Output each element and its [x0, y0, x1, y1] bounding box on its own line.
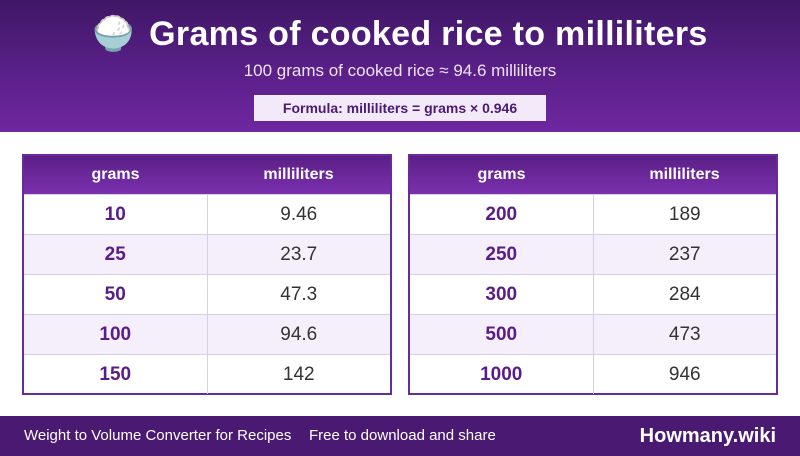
table-row: 10 9.46: [24, 194, 390, 234]
formula-badge: Formula: milliliters = grams × 0.946: [254, 95, 546, 121]
footer-description: Weight to Volume Converter for Recipes: [24, 427, 292, 444]
grams-cell: 500: [410, 315, 594, 354]
table-row: 50 47.3: [24, 274, 390, 314]
rice-bowl-icon: 🍚: [92, 15, 135, 53]
table-row: 100 94.6: [24, 314, 390, 354]
table-row: 200 189: [410, 194, 776, 234]
milliliters-cell: 142: [282, 364, 315, 385]
milliliters-cell: 189: [668, 204, 701, 225]
page-title: Grams of cooked rice to milliliters: [149, 15, 708, 53]
title-row: 🍚 Grams of cooked rice to milliliters: [0, 12, 800, 56]
grams-cell: 50: [24, 275, 208, 314]
milliliters-cell: 473: [668, 324, 701, 345]
table-row: 500 473: [410, 314, 776, 354]
table-row: 300 284: [410, 274, 776, 314]
table-row: 1000 946: [410, 354, 776, 394]
grams-cell: 25: [24, 235, 208, 274]
grams-cell: 200: [410, 195, 594, 234]
conversion-table-left: grams milliliters 10 9.46 25 23.7 50 47.…: [22, 154, 392, 395]
grams-cell: 1000: [410, 355, 594, 394]
column-header-grams: grams: [91, 166, 140, 183]
conversion-table-right: grams milliliters 200 189 250 237 300 28…: [408, 154, 778, 395]
table-row: 150 142: [24, 354, 390, 394]
column-header-milliliters: milliliters: [649, 166, 720, 183]
header-banner: 🍚 Grams of cooked rice to milliliters 10…: [0, 0, 800, 132]
grams-cell: 250: [410, 235, 594, 274]
page-subtitle: 100 grams of cooked rice ≈ 94.6 millilit…: [243, 61, 557, 80]
grams-cell: 10: [24, 195, 208, 234]
milliliters-cell: 284: [668, 284, 701, 305]
table-header: grams milliliters: [410, 156, 776, 194]
table-row: 25 23.7: [24, 234, 390, 274]
brand-logo-text[interactable]: Howmany.wiki: [639, 425, 776, 447]
milliliters-cell: 47.3: [280, 284, 318, 305]
column-header-grams: grams: [477, 166, 526, 183]
footer-share-note: Free to download and share: [309, 427, 496, 444]
milliliters-cell: 9.46: [280, 204, 318, 225]
milliliters-cell: 237: [668, 244, 701, 265]
milliliters-cell: 23.7: [280, 244, 318, 265]
grams-cell: 150: [24, 355, 208, 394]
table-header: grams milliliters: [24, 156, 390, 194]
column-header-milliliters: milliliters: [263, 166, 334, 183]
footer-bar: Weight to Volume Converter for Recipes F…: [0, 416, 800, 456]
milliliters-cell: 946: [668, 364, 701, 385]
grams-cell: 300: [410, 275, 594, 314]
grams-cell: 100: [24, 315, 208, 354]
milliliters-cell: 94.6: [280, 324, 318, 345]
table-row: 250 237: [410, 234, 776, 274]
